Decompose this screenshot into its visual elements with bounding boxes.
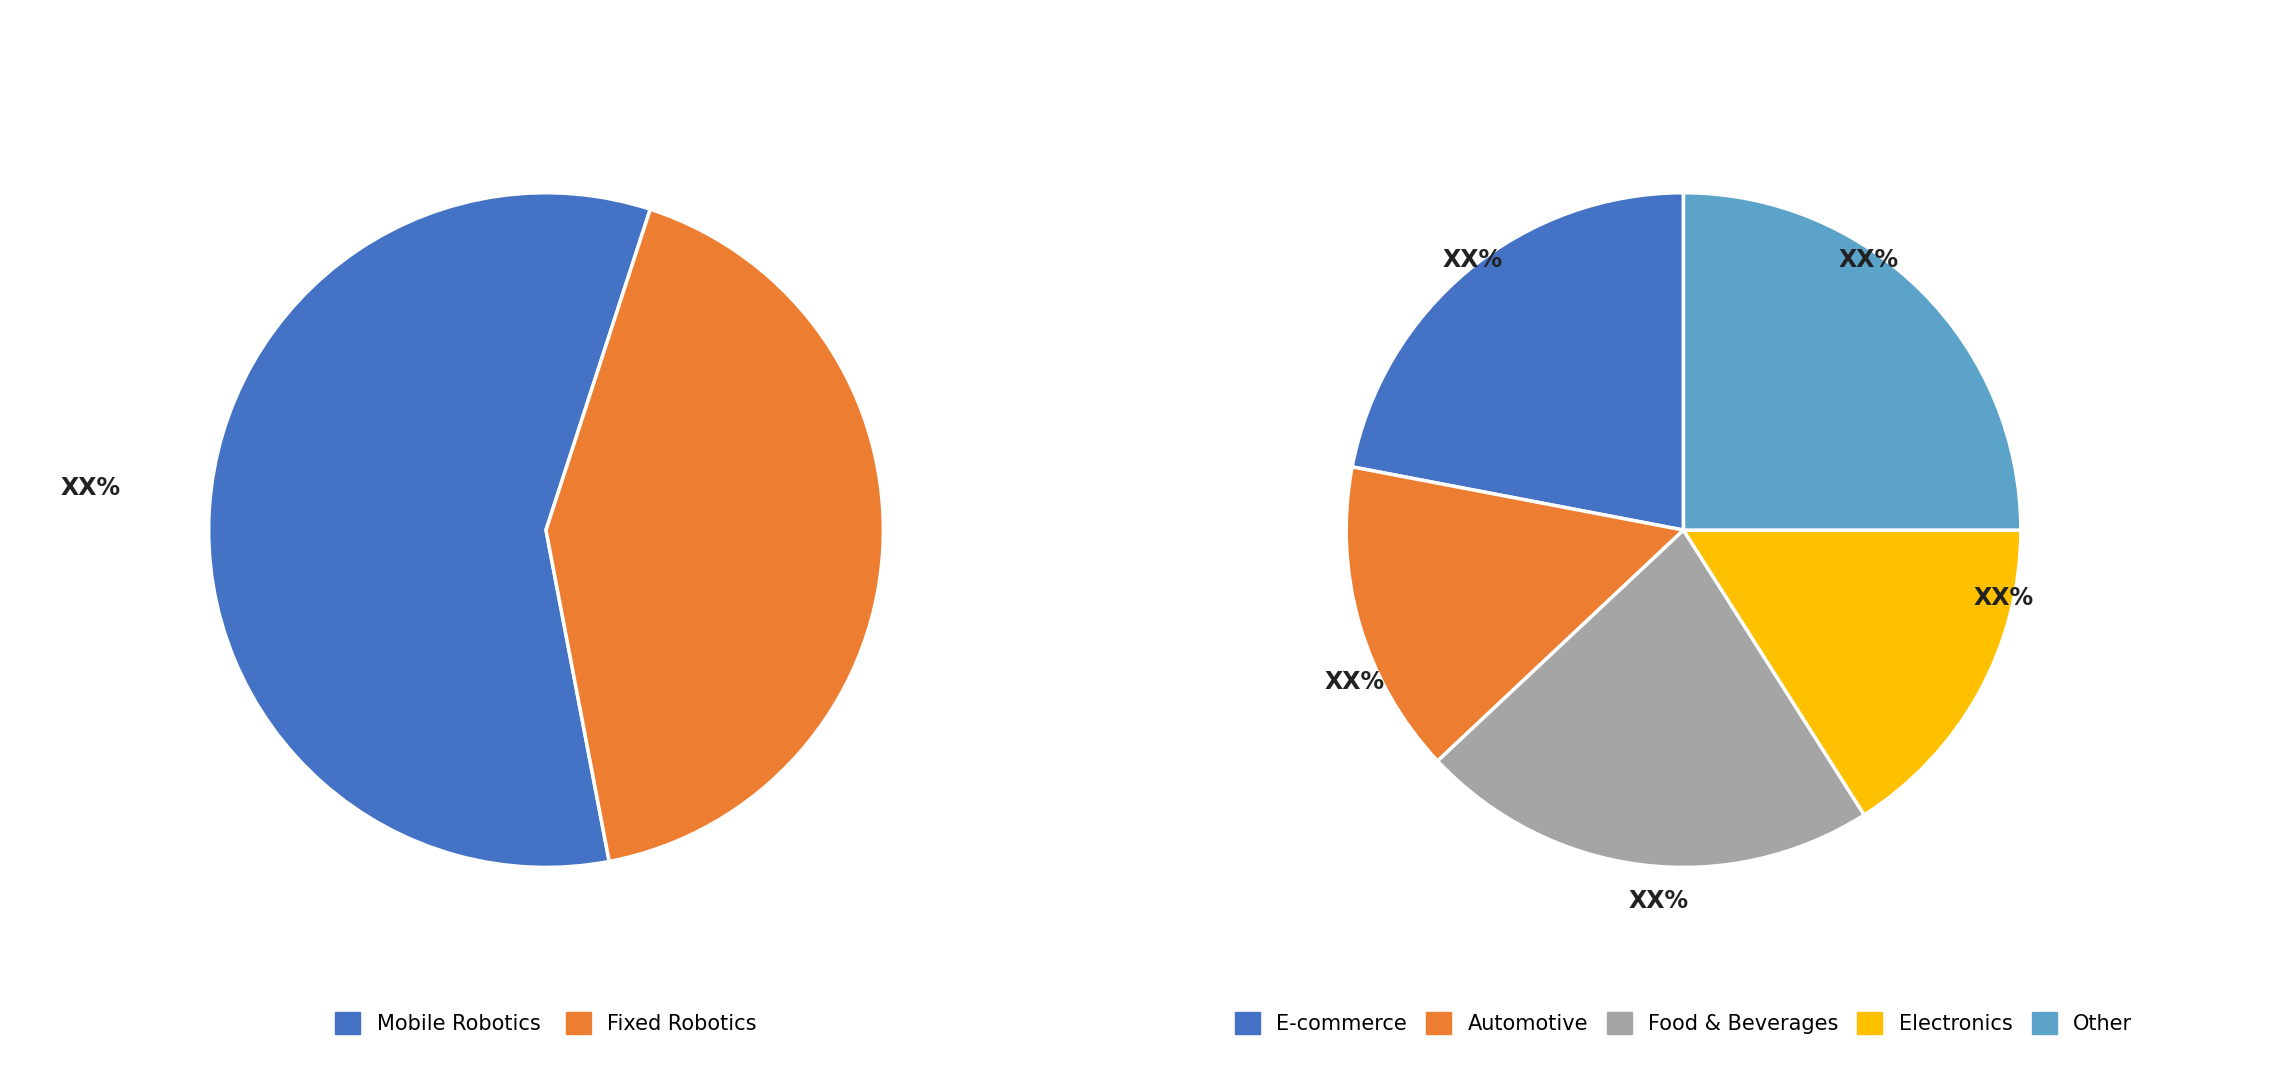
Wedge shape [1351, 193, 1684, 530]
Text: Website: www.theindustrystats.com: Website: www.theindustrystats.com [1847, 1030, 2245, 1049]
Text: XX%: XX% [1629, 889, 1688, 913]
Text: XX%: XX% [1442, 248, 1504, 272]
Text: XX%: XX% [1324, 670, 1385, 694]
Wedge shape [1438, 530, 1863, 867]
Text: Fig. Global Warehouse Robotics Market Share by Product Types & Application: Fig. Global Warehouse Robotics Market Sh… [30, 49, 1308, 77]
Legend: E-commerce, Automotive, Food & Beverages, Electronics, Other: E-commerce, Automotive, Food & Beverages… [1226, 1004, 2141, 1043]
Text: XX%: XX% [1838, 248, 1900, 272]
Wedge shape [546, 209, 883, 862]
Wedge shape [1684, 530, 2020, 815]
Wedge shape [1347, 467, 1684, 761]
Text: XX%: XX% [61, 476, 121, 500]
Text: XX%: XX% [1975, 585, 2034, 609]
Text: Email: sales@theindustrystats.com: Email: sales@theindustrystats.com [944, 1030, 1331, 1049]
Text: Source: Theindustrystats Analysis: Source: Theindustrystats Analysis [30, 1030, 405, 1049]
Wedge shape [209, 193, 651, 867]
Legend: Mobile Robotics, Fixed Robotics: Mobile Robotics, Fixed Robotics [328, 1004, 764, 1043]
Wedge shape [1684, 193, 2020, 530]
